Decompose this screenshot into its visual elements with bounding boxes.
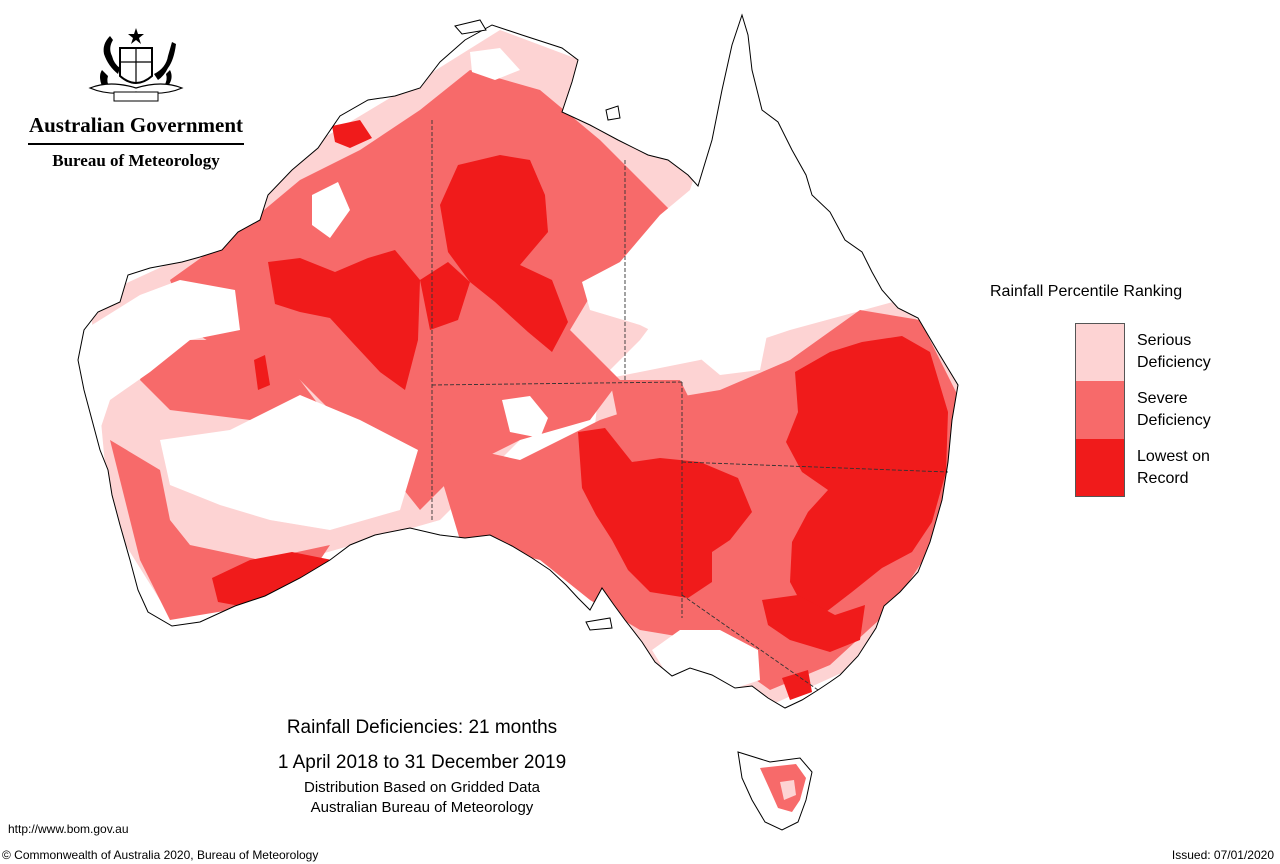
no-deficiency-patch-nt-north xyxy=(470,48,520,80)
legend-swatch-severe xyxy=(1075,381,1125,439)
record-low-zone-wa-strip xyxy=(254,355,270,390)
legend-label: Severe Deficiency xyxy=(1137,390,1211,429)
website-link[interactable]: http://www.bom.gov.au xyxy=(8,822,129,836)
islands xyxy=(454,19,621,631)
record-low-zone-nt-west xyxy=(420,262,470,330)
map-source: Australian Bureau of Meteorology xyxy=(310,799,534,816)
border-nsw-vic xyxy=(681,594,819,691)
legend: Serious Deficiency Severe Deficiency Low… xyxy=(1075,323,1237,497)
bureau-name: Bureau of Meteorology xyxy=(52,151,220,170)
map-subtitle: Distribution Based on Gridded Data xyxy=(304,779,540,796)
legend-item: Serious Deficiency xyxy=(1075,323,1237,381)
record-low-zone-sw-wa xyxy=(212,552,332,606)
no-deficiency-patch-sa xyxy=(502,396,548,438)
logo-divider xyxy=(28,143,244,145)
legend-label: Serious Deficiency xyxy=(1137,332,1211,371)
record-low-zone-victoria-east xyxy=(782,670,812,700)
state-borders xyxy=(431,120,949,691)
legend-swatch-serious xyxy=(1075,323,1125,381)
issued-date: Issued: 07/01/2020 xyxy=(1171,848,1274,862)
record-low-zone-pilbara xyxy=(268,250,420,390)
record-low-zone-sa-central xyxy=(578,428,752,598)
copyright-notice: © Commonwealth of Australia 2020, Bureau… xyxy=(2,848,319,862)
coat-of-arms-icon xyxy=(88,28,184,102)
tasmania xyxy=(737,751,813,831)
no-deficiency-patch-qld xyxy=(582,30,880,375)
record-low-zone-nsw-south xyxy=(762,595,865,652)
record-low-zone-nt-north xyxy=(440,155,568,352)
record-low-zone-qld-nsw xyxy=(786,336,948,612)
tasmania-serious-zone xyxy=(780,780,796,800)
no-deficiency-patch-wa-coast xyxy=(84,280,240,430)
legend-title: Rainfall Percentile Ranking xyxy=(990,283,1183,300)
map-period: 1 April 2018 to 31 December 2019 xyxy=(277,752,567,773)
government-name: Australian Government xyxy=(28,113,244,137)
record-low-zone-kimberley xyxy=(332,120,372,148)
severe-deficiency-zone-central xyxy=(140,340,330,420)
legend-item: Lowest on Record xyxy=(1075,439,1237,497)
no-deficiency-patch-kimberley xyxy=(312,182,350,238)
legend-swatch-record xyxy=(1075,439,1125,497)
government-logo: Australian Government Bureau of Meteorol… xyxy=(28,26,244,171)
groote-eylandt xyxy=(605,105,621,121)
no-deficiency-patch-victoria xyxy=(652,630,760,690)
map-titles: Rainfall Deficiencies: 21 months 1 April… xyxy=(222,715,622,818)
australia-coastline xyxy=(77,13,959,709)
melville-island xyxy=(454,19,487,35)
legend-label: Lowest on Record xyxy=(1137,448,1210,487)
kangaroo-island xyxy=(585,617,613,631)
map-title: Rainfall Deficiencies: 21 months xyxy=(286,717,558,738)
severe-deficiency-zone-mid xyxy=(610,380,700,440)
border-qld-nsw xyxy=(681,461,949,473)
legend-item: Severe Deficiency xyxy=(1075,381,1237,439)
no-deficiency-patch-wa-interior xyxy=(160,395,418,530)
